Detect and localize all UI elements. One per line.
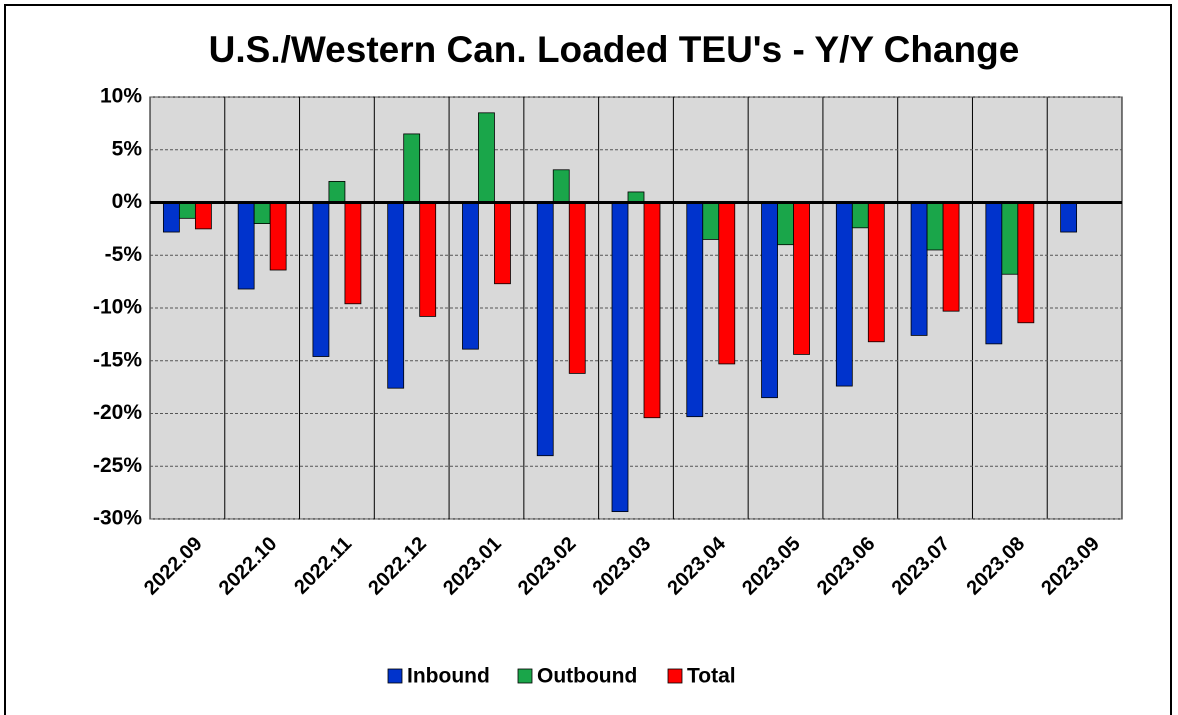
bar (1001, 202, 1019, 275)
legend-swatch (387, 668, 403, 684)
bar (403, 133, 421, 203)
bar (777, 202, 794, 246)
bar (942, 202, 960, 312)
y-tick-label: 0% (112, 190, 143, 213)
bar (478, 112, 495, 203)
legend-label: Total (687, 665, 736, 688)
y-tick-label: -30% (93, 507, 142, 530)
bar (793, 202, 810, 355)
bar (910, 202, 928, 336)
bar (1060, 202, 1078, 233)
bar (462, 202, 479, 350)
y-tick-label: -15% (93, 348, 142, 371)
bar (328, 180, 346, 203)
bar (312, 202, 330, 357)
bar (344, 202, 362, 305)
bar (611, 202, 629, 513)
y-tick-label: -5% (105, 243, 143, 266)
bar (536, 202, 554, 457)
bar (985, 202, 1003, 345)
legend-label: Outbound (537, 665, 637, 688)
bar (851, 202, 869, 229)
legend-label: Inbound (407, 665, 490, 688)
bar (867, 202, 885, 343)
bar (194, 202, 212, 230)
bar (568, 202, 586, 374)
bar (269, 202, 287, 271)
bar (178, 202, 196, 219)
y-tick-label: 5% (112, 137, 143, 160)
bar (643, 202, 661, 419)
bar (494, 202, 511, 285)
bar (419, 202, 437, 317)
bar (552, 169, 570, 203)
bar (253, 202, 271, 225)
bar (926, 202, 944, 251)
legend-swatch (517, 668, 533, 684)
bar (237, 202, 255, 290)
bar (835, 202, 853, 387)
bar (162, 202, 180, 233)
bar (1017, 202, 1035, 324)
bar (718, 202, 736, 365)
bar (686, 202, 704, 418)
bar (627, 191, 645, 203)
bar (702, 202, 720, 240)
y-tick-label: 10% (100, 85, 142, 108)
y-tick-label: -20% (93, 401, 142, 424)
chart-title: U.S./Western Can. Loaded TEU's - Y/Y Cha… (209, 29, 1020, 70)
bar (761, 202, 778, 399)
bar (387, 202, 405, 389)
y-tick-label: -25% (93, 454, 142, 477)
y-tick-label: -10% (93, 296, 142, 319)
legend-swatch (667, 668, 683, 684)
